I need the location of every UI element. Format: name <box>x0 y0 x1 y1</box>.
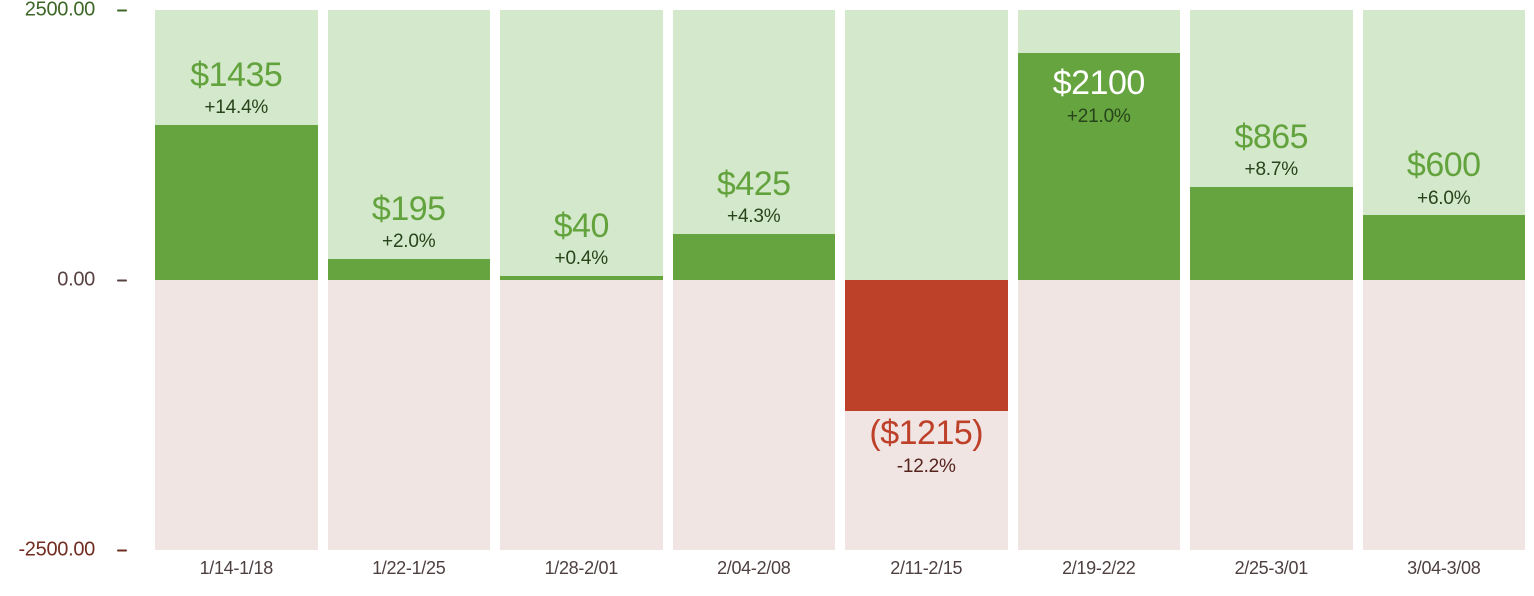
bar-bg-negative <box>500 280 663 550</box>
x-axis-label: 3/04-3/08 <box>1363 558 1526 579</box>
value-bar <box>1190 187 1353 280</box>
x-axis-label: 2/11-2/15 <box>845 558 1008 579</box>
y-tick-mark <box>117 9 127 11</box>
bar: $40 +0.4% <box>500 10 663 550</box>
bar-bg-positive <box>845 10 1008 280</box>
bar-bg-negative <box>1190 280 1353 550</box>
y-tick-label: -2500.00 <box>0 539 95 562</box>
y-tick-label: 2500.00 <box>0 0 95 22</box>
bar-bg-negative <box>328 280 491 550</box>
x-axis-label: 2/04-2/08 <box>673 558 836 579</box>
bar-amount: ($1215) <box>869 415 983 452</box>
bar-label: $195 +2.0% <box>328 191 491 253</box>
y-tick: 0.00 <box>0 269 127 292</box>
bar-percent: +4.3% <box>727 207 780 228</box>
y-tick-mark <box>117 279 127 281</box>
value-bar <box>155 125 318 280</box>
value-bar <box>673 234 836 280</box>
y-tick: 2500.00 <box>0 0 127 22</box>
value-bar <box>845 280 1008 411</box>
bar: $195 +2.0% <box>328 10 491 550</box>
bar-bg-negative <box>1018 280 1181 550</box>
bar-bg-negative <box>673 280 836 550</box>
bar: ($1215) -12.2% <box>845 10 1008 550</box>
pnl-bar-chart: 2500.00 0.00 -2500.00 $1435 +14.4% $195 +2.0%… <box>0 0 1534 596</box>
bar-amount: $2100 <box>1053 65 1145 102</box>
x-axis-label: 2/19-2/22 <box>1018 558 1181 579</box>
x-axis-labels: 1/14-1/18 1/22-1/25 1/28-2/01 2/04-2/08 2/11… <box>155 558 1525 579</box>
bar: $2100 +21.0% <box>1018 10 1181 550</box>
value-bar <box>328 259 491 280</box>
bar-percent: +14.4% <box>204 98 268 119</box>
bar-percent: +21.0% <box>1067 107 1131 128</box>
bar-percent: +2.0% <box>382 232 435 253</box>
bar-percent: +6.0% <box>1417 189 1470 210</box>
bar: $425 +4.3% <box>673 10 836 550</box>
plot-area: $1435 +14.4% $195 +2.0% $40 +0.4% $425 +4.3% ($1… <box>155 10 1525 550</box>
bar-label: $2100 +21.0% <box>1018 65 1181 127</box>
bar-percent: +0.4% <box>555 249 608 270</box>
value-bar <box>500 276 663 280</box>
x-axis-label: 1/28-2/01 <box>500 558 663 579</box>
bar-amount: $1435 <box>190 57 282 94</box>
bar-label: ($1215) -12.2% <box>845 415 1008 477</box>
x-axis-label: 1/22-1/25 <box>328 558 491 579</box>
bar-label: $1435 +14.4% <box>155 57 318 119</box>
bar-bg-negative <box>155 280 318 550</box>
bar-label: $40 +0.4% <box>500 208 663 270</box>
x-axis-label: 1/14-1/18 <box>155 558 318 579</box>
bar-label: $600 +6.0% <box>1363 147 1526 209</box>
x-axis-label: 2/25-3/01 <box>1190 558 1353 579</box>
y-tick: -2500.00 <box>0 539 127 562</box>
bar-amount: $40 <box>554 208 609 245</box>
bar: $865 +8.7% <box>1190 10 1353 550</box>
bar-amount: $195 <box>372 191 446 228</box>
bar-percent: -12.2% <box>897 457 956 478</box>
bar-label: $865 +8.7% <box>1190 119 1353 181</box>
y-tick-label: 0.00 <box>0 269 95 292</box>
bar-amount: $865 <box>1234 119 1308 156</box>
bar-label: $425 +4.3% <box>673 166 836 228</box>
bar: $1435 +14.4% <box>155 10 318 550</box>
bar: $600 +6.0% <box>1363 10 1526 550</box>
bar-amount: $425 <box>717 166 791 203</box>
y-axis: 2500.00 0.00 -2500.00 <box>0 0 140 596</box>
y-tick-mark <box>117 549 127 551</box>
bar-amount: $600 <box>1407 147 1481 184</box>
value-bar <box>1363 215 1526 280</box>
bar-percent: +8.7% <box>1245 160 1298 181</box>
bar-bg-negative <box>1363 280 1526 550</box>
